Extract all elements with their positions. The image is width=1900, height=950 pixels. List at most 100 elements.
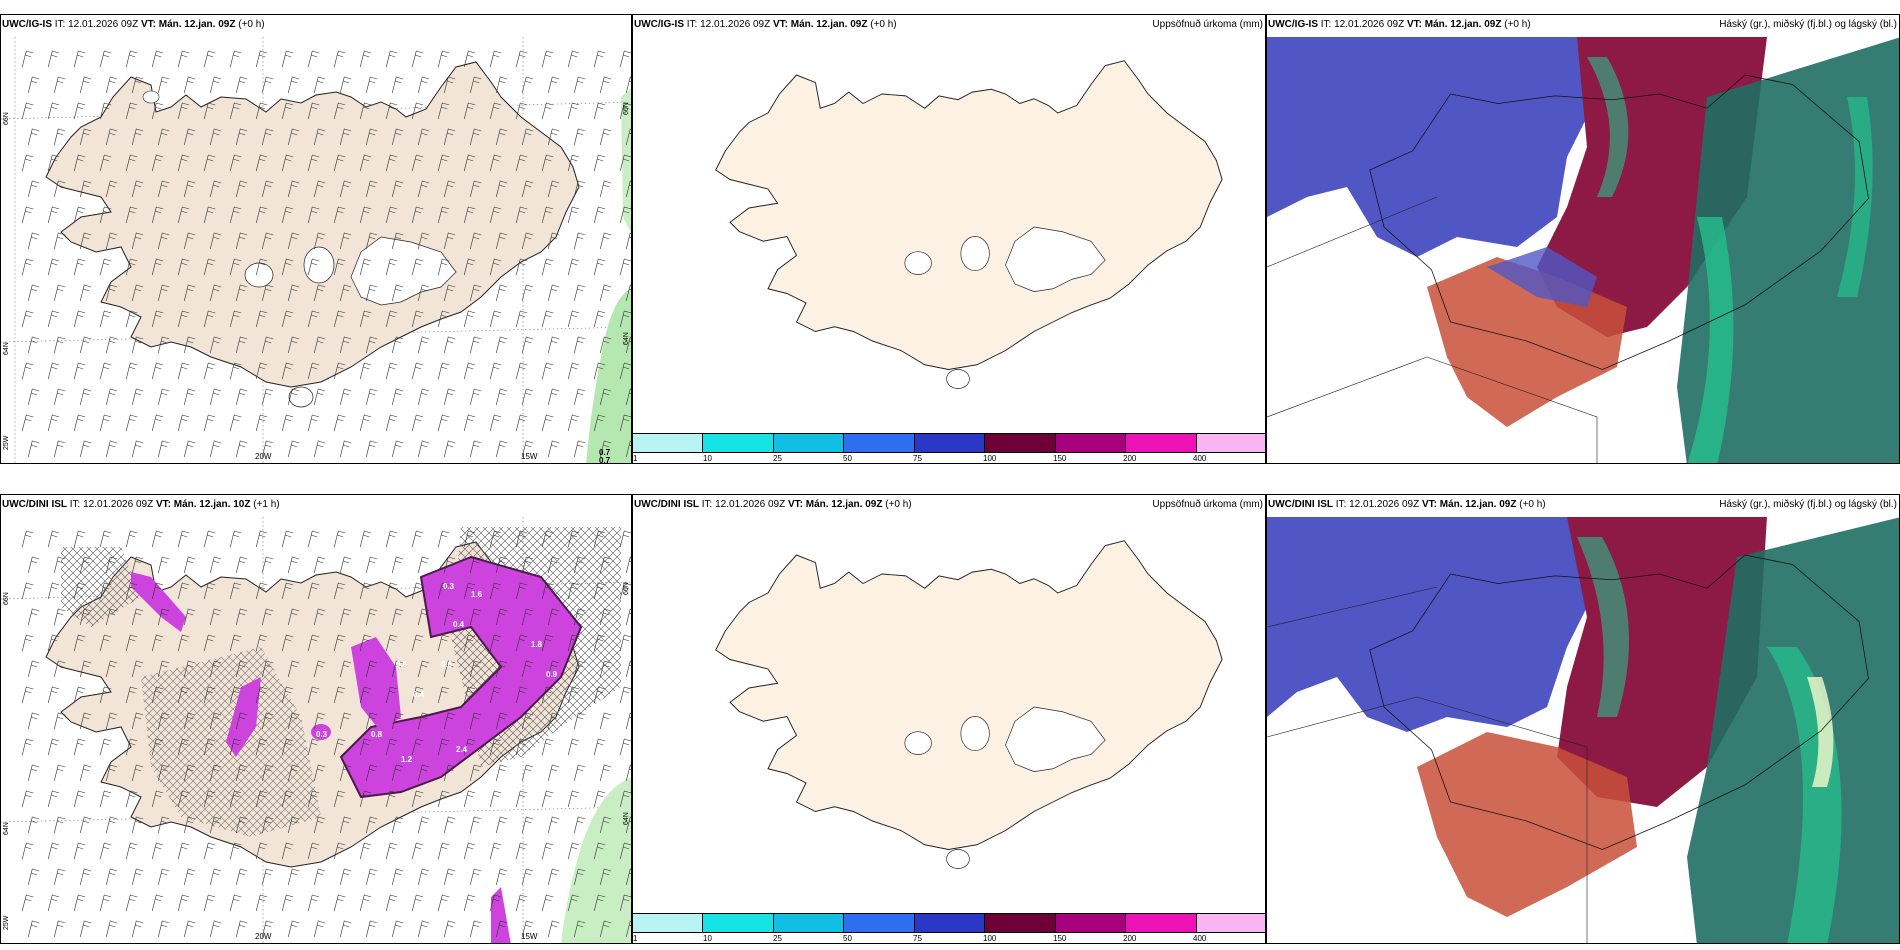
wind-barb	[261, 920, 274, 938]
wind-barb	[567, 362, 580, 380]
grid-lines	[1267, 586, 1588, 943]
precip-colorbar	[633, 433, 1265, 453]
wind-barb	[515, 102, 528, 120]
wind-barb	[385, 154, 398, 172]
cbar-bin	[985, 434, 1056, 452]
wind-barb	[287, 76, 300, 94]
wind-barb	[443, 336, 456, 354]
wind-barb	[619, 842, 631, 860]
wind-barb	[469, 128, 482, 146]
wind-barb	[47, 738, 60, 756]
wind-barb	[53, 660, 66, 678]
wind-barb	[443, 712, 456, 730]
wind-barb	[157, 336, 170, 354]
wind-barb	[333, 894, 346, 912]
wind-barb	[177, 206, 190, 224]
wind-barb	[521, 284, 534, 302]
wind-barb	[105, 388, 118, 406]
tick: 200	[1123, 454, 1137, 463]
wind-barb	[547, 556, 560, 574]
wind-barb	[235, 556, 248, 574]
wind-barb	[359, 530, 372, 548]
wind-barb	[541, 738, 554, 756]
wind-barb	[125, 842, 138, 860]
wind-barb	[307, 686, 320, 704]
wind-barb	[235, 284, 248, 302]
wind-barb	[209, 868, 222, 886]
wind-barb	[515, 634, 528, 652]
wind-barb	[619, 790, 631, 808]
wind-barb	[53, 608, 66, 626]
wind-barb	[625, 712, 631, 730]
wind-barb	[599, 816, 612, 834]
wind-barb	[229, 414, 242, 432]
precip-purple-area	[131, 572, 186, 632]
wind-barb	[261, 76, 274, 94]
wind-barb	[495, 608, 508, 626]
wind-barb	[333, 634, 346, 652]
wind-barb	[391, 180, 404, 198]
wind-barb	[567, 206, 580, 224]
wind-barb	[229, 258, 242, 276]
wind-barb	[53, 764, 66, 782]
wind-barb	[521, 556, 534, 574]
wind-barb	[547, 336, 560, 354]
tick: 400	[1193, 934, 1207, 943]
wind-barb	[73, 894, 86, 912]
wind-barb	[541, 634, 554, 652]
wind-barbs	[21, 530, 631, 938]
wind-barb	[209, 660, 222, 678]
wind-barb	[255, 790, 268, 808]
wind-barb	[359, 790, 372, 808]
wind-barb	[437, 50, 450, 68]
wind-barb	[79, 284, 92, 302]
low-cloud-area	[1267, 37, 1597, 257]
wind-barb	[281, 894, 294, 912]
wind-barb	[411, 530, 424, 548]
wind-barb	[281, 842, 294, 860]
wind-barb	[593, 206, 606, 224]
wind-barb	[53, 284, 66, 302]
wind-barb	[417, 284, 430, 302]
wind-barb	[203, 362, 216, 380]
wind-barb	[385, 582, 398, 600]
wind-barb	[599, 388, 612, 406]
wind-barb	[593, 258, 606, 276]
wind-barb	[47, 206, 60, 224]
wind-barb	[131, 816, 144, 834]
wind-barb	[593, 414, 606, 432]
wind-barb	[27, 920, 40, 938]
wind-barb	[333, 362, 346, 380]
wind-barb	[339, 608, 352, 626]
wind-barb	[177, 686, 190, 704]
wind-barb	[573, 232, 586, 250]
wind-barb	[521, 440, 534, 458]
high-cloud-band	[1577, 537, 1629, 717]
lat-label-66n-right: 66N	[623, 102, 630, 115]
wind-barb	[229, 310, 242, 328]
wind-barb	[495, 128, 508, 146]
cbar-bin	[1126, 914, 1197, 932]
wind-barb	[417, 816, 430, 834]
wind-barb	[359, 842, 372, 860]
wind-barb	[547, 180, 560, 198]
wind-barb	[593, 362, 606, 380]
wind-barb	[203, 530, 216, 548]
wind-barb	[229, 634, 242, 652]
wind-barb	[495, 388, 508, 406]
wind-barb	[567, 894, 580, 912]
wind-barb	[411, 258, 424, 276]
wind-barb	[411, 154, 424, 172]
wind-barb	[125, 362, 138, 380]
wind-barb	[463, 102, 476, 120]
wind-barb	[547, 128, 560, 146]
wind-barb	[443, 608, 456, 626]
svg-text:0.8: 0.8	[371, 730, 383, 739]
wind-barb	[521, 920, 534, 938]
wind-barb	[157, 388, 170, 406]
wind-barb	[21, 894, 34, 912]
wind-barb	[157, 440, 170, 458]
wind-barb	[105, 816, 118, 834]
wind-barb	[313, 232, 326, 250]
wind-barb	[73, 530, 86, 548]
